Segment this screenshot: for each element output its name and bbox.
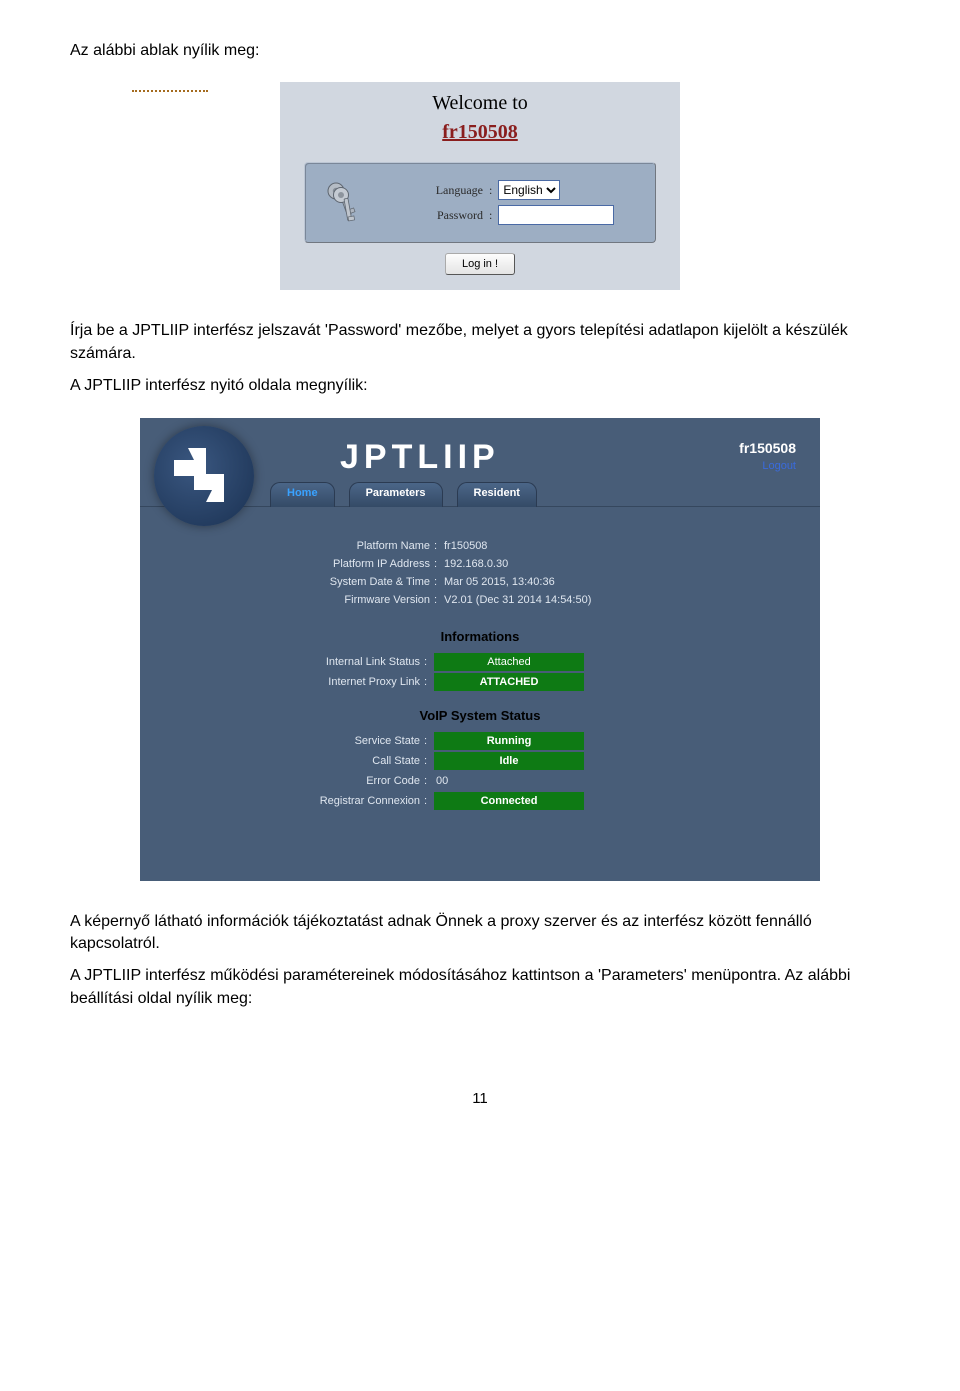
info-row: Firmware Version:V2.01 (Dec 31 2014 14:5…: [230, 591, 730, 609]
status-row: Service State:Running: [210, 731, 750, 751]
status-label: Call State: [210, 751, 424, 771]
info-row: Platform IP Address:192.168.0.30: [230, 555, 730, 573]
status-label: Error Code: [210, 771, 424, 791]
paragraph-3: A JPTLIIP interfész nyitó oldala megnyíl…: [70, 375, 890, 397]
admin-header: JPTLIIP fr150508 Logout Home Parameters Re…: [140, 418, 820, 507]
info-row: Platform Name:fr150508: [230, 537, 730, 555]
login-panel: Welcome to fr150508: [280, 82, 680, 290]
platform-info: Platform Name:fr150508Platform IP Addres…: [230, 537, 730, 609]
admin-panel: JPTLIIP fr150508 Logout Home Parameters Re…: [140, 418, 820, 881]
logo-icon: [154, 426, 254, 526]
device-id: fr150508: [739, 440, 796, 456]
status-badge: Running: [434, 732, 584, 750]
status-label: Registrar Connexion: [210, 791, 424, 811]
status-badge: ATTACHED: [434, 673, 584, 691]
language-label: Language: [393, 183, 489, 198]
section-informations: Informations: [140, 629, 820, 644]
status-label: Internal Link Status: [210, 652, 424, 672]
tab-home[interactable]: Home: [270, 482, 335, 507]
info-status-block: Internal Link Status:AttachedInternet Pr…: [210, 652, 750, 692]
paragraph-5: A JPTLIIP interfész működési paraméterei…: [70, 965, 890, 1010]
intro-text: Az alábbi ablak nyílik meg:: [70, 40, 890, 62]
status-row: Registrar Connexion:Connected: [210, 791, 750, 811]
logout-link[interactable]: Logout: [762, 460, 796, 472]
paragraph-4: A képernyő látható információk tájékozta…: [70, 911, 890, 956]
info-label: System Date & Time: [230, 573, 434, 591]
brand-title: JPTLIIP: [340, 438, 500, 477]
keys-icon: [317, 177, 369, 229]
page-number: 11: [70, 1090, 890, 1107]
info-value: fr150508: [444, 537, 487, 555]
status-row: Internal Link Status:Attached: [210, 652, 750, 672]
status-row: Internet Proxy Link:ATTACHED: [210, 672, 750, 692]
tab-resident[interactable]: Resident: [457, 482, 537, 507]
welcome-text: Welcome to: [280, 92, 680, 115]
status-value: 00: [434, 771, 448, 791]
status-row: Call State:Idle: [210, 751, 750, 771]
info-label: Platform IP Address: [230, 555, 434, 573]
language-select[interactable]: English: [498, 180, 560, 200]
status-row: Error Code:00: [210, 771, 750, 791]
login-box: Language : English Password :: [304, 162, 656, 243]
password-label: Password: [393, 208, 489, 223]
paragraph-2: Írja be a JPTLIIP interfész jelszavát 'P…: [70, 320, 890, 365]
status-label: Internet Proxy Link: [210, 672, 424, 692]
info-value: 192.168.0.30: [444, 555, 508, 573]
info-label: Platform Name: [230, 537, 434, 555]
active-tab-underline: [132, 90, 208, 92]
status-label: Service State: [210, 731, 424, 751]
status-badge: Attached: [434, 653, 584, 671]
tabs: Home Parameters Resident: [270, 482, 537, 507]
status-badge: Connected: [434, 792, 584, 810]
device-name-link[interactable]: fr150508: [280, 121, 680, 144]
voip-status-block: Service State:RunningCall State:IdleErro…: [210, 731, 750, 811]
info-row: System Date & Time:Mar 05 2015, 13:40:36: [230, 573, 730, 591]
login-button[interactable]: Log in !: [445, 253, 515, 275]
info-label: Firmware Version: [230, 591, 434, 609]
info-value: V2.01 (Dec 31 2014 14:54:50): [444, 591, 591, 609]
tab-parameters[interactable]: Parameters: [349, 482, 443, 507]
info-value: Mar 05 2015, 13:40:36: [444, 573, 555, 591]
section-voip: VoIP System Status: [140, 708, 820, 723]
status-badge: Idle: [434, 752, 584, 770]
password-input[interactable]: [498, 205, 614, 225]
